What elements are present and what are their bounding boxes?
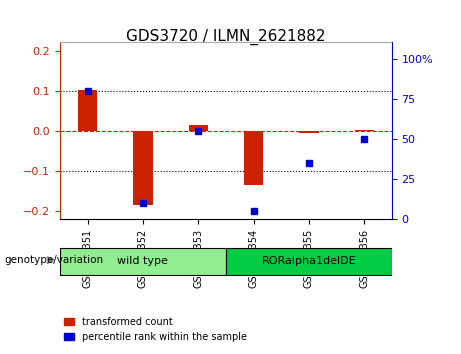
Bar [78,90,97,131]
Text: RORalpha1delDE: RORalpha1delDE [261,256,356,266]
Bar [244,131,263,185]
Bar [299,131,319,133]
Bar [355,130,374,131]
FancyBboxPatch shape [60,247,226,275]
Bar [189,125,208,131]
Text: GDS3720 / ILMN_2621882: GDS3720 / ILMN_2621882 [126,28,325,45]
Bar [133,131,153,205]
Text: wild type: wild type [118,256,168,266]
Text: genotype/variation: genotype/variation [5,255,104,265]
Legend: transformed count, percentile rank within the sample: transformed count, percentile rank withi… [60,313,250,346]
FancyBboxPatch shape [226,247,392,275]
